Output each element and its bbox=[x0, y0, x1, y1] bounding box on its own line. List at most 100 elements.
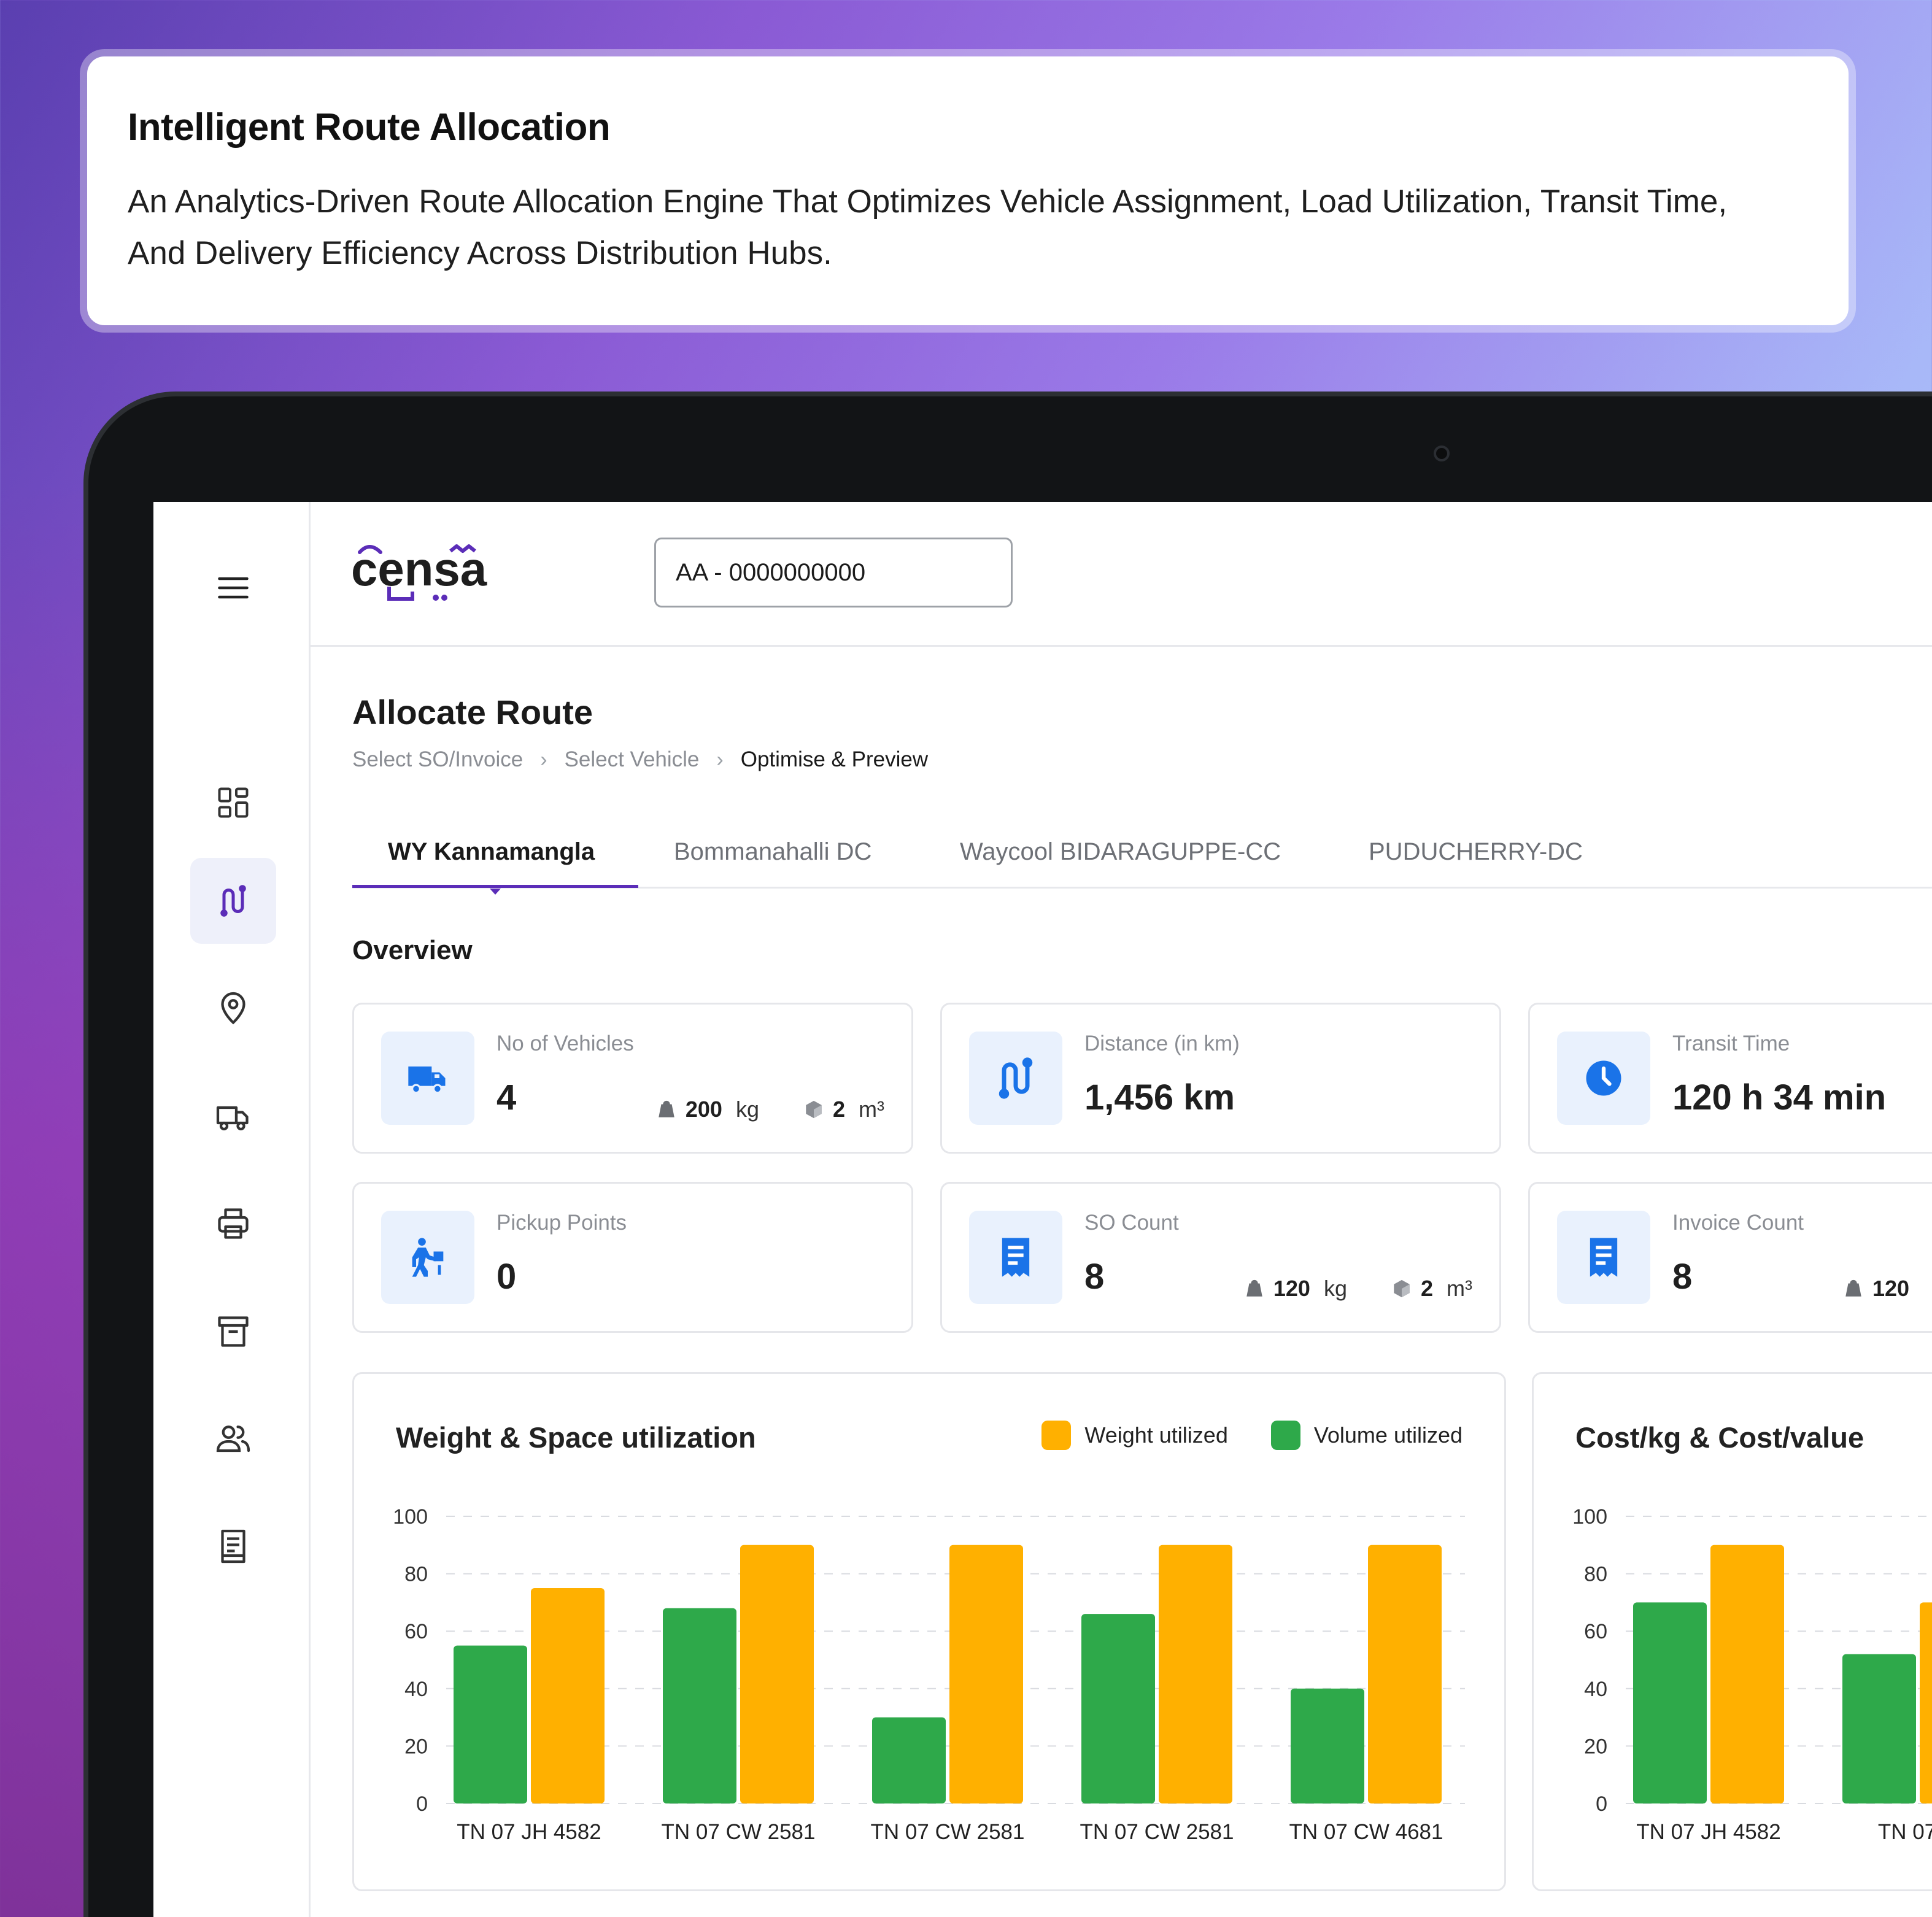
breadcrumb: Select SO/Invoice › Select Vehicle › Opt… bbox=[352, 747, 928, 772]
y-tick-label: 100 bbox=[393, 1505, 428, 1529]
y-tick-label: 80 bbox=[1584, 1563, 1607, 1586]
legend-label-volume: Volume utilized bbox=[1313, 1422, 1463, 1448]
stat-card-transit-time: Transit Time 120 h 34 min bbox=[1528, 1003, 1932, 1154]
legend-swatch-weight bbox=[1041, 1421, 1072, 1450]
truck-icon bbox=[381, 1032, 474, 1125]
tab-puducherry-dc[interactable]: PUDUCHERRY-DC bbox=[1369, 838, 1583, 865]
stat-card-distance: Distance (in km) 1,456 km bbox=[940, 1003, 1501, 1154]
stat-meta: 200 kg 2 m³ bbox=[656, 1097, 884, 1122]
printer-icon[interactable] bbox=[190, 1181, 276, 1267]
bar[interactable] bbox=[1368, 1545, 1442, 1803]
bar[interactable] bbox=[1291, 1688, 1364, 1803]
y-tick-label: 60 bbox=[404, 1620, 428, 1643]
tab-wy-kannamangla[interactable]: WY Kannamangla bbox=[388, 838, 595, 865]
bar[interactable] bbox=[1920, 1602, 1932, 1803]
bar-chart: 100 80 60 40 20 0 TN 07 JH 4582 TN 07 C bbox=[1572, 1505, 1932, 1844]
invoice-icon bbox=[1557, 1211, 1650, 1304]
tab-bommanahalli-dc[interactable]: Bommanahalli DC bbox=[674, 838, 872, 865]
location-pin-icon[interactable] bbox=[190, 966, 276, 1052]
hero-description: An Analytics-Driven Route Allocation Eng… bbox=[128, 183, 1728, 271]
bar[interactable] bbox=[1710, 1545, 1784, 1803]
stat-label: Transit Time bbox=[1672, 1032, 1790, 1055]
breadcrumb-step-select-vehicle[interactable]: Select Vehicle bbox=[564, 747, 700, 771]
users-icon[interactable] bbox=[190, 1395, 276, 1481]
main-content: Allocate Route Select SO/Invoice › Selec… bbox=[311, 647, 1932, 1917]
x-tick-label: TN 07 CW 2581 bbox=[662, 1820, 816, 1844]
volume-unit: m³ bbox=[859, 1097, 884, 1122]
breadcrumb-step-optimise: Optimise & Preview bbox=[740, 747, 929, 771]
stat-value: 4 bbox=[497, 1078, 517, 1117]
stat-meta: 120 bbox=[1843, 1276, 1909, 1302]
route-icon[interactable] bbox=[190, 858, 276, 944]
stat-value: 120 h 34 min bbox=[1672, 1078, 1887, 1117]
weight-icon bbox=[659, 1100, 674, 1117]
weight-icon bbox=[1246, 1279, 1262, 1297]
stat-meta: 120 kg 2 m³ bbox=[1244, 1276, 1472, 1302]
y-tick-label: 20 bbox=[1584, 1735, 1607, 1758]
stat-label: Pickup Points bbox=[497, 1211, 627, 1235]
dashboard-icon[interactable] bbox=[190, 760, 276, 846]
hub-tabs: WY Kannamangla Bommanahalli DC Waycool B… bbox=[352, 831, 1932, 895]
volume-value: 2 bbox=[1420, 1276, 1434, 1301]
topbar: censa bbox=[311, 502, 1932, 647]
stat-value: 1,456 km bbox=[1084, 1078, 1235, 1117]
menu-icon[interactable] bbox=[190, 545, 276, 631]
stat-card-so-count: SO Count 8 120 kg 2 m³ bbox=[940, 1182, 1501, 1333]
document-icon[interactable] bbox=[190, 1503, 276, 1589]
x-tick-label: TN 07 JH 4582 bbox=[1636, 1820, 1780, 1844]
bar[interactable] bbox=[1159, 1545, 1232, 1803]
bar[interactable] bbox=[740, 1545, 814, 1803]
app-screen: censa Allocate Route Select SO/Invoice ›… bbox=[153, 502, 1932, 1917]
stat-label: SO Count bbox=[1084, 1211, 1179, 1235]
legend-label-weight: Weight utilized bbox=[1084, 1422, 1228, 1448]
bar[interactable] bbox=[663, 1608, 736, 1803]
stat-label: No of Vehicles bbox=[497, 1032, 634, 1055]
stat-card-pickup-points: Pickup Points 0 bbox=[352, 1182, 913, 1333]
hero-title: Intelligent Route Allocation bbox=[128, 106, 611, 148]
truck-icon[interactable] bbox=[190, 1074, 276, 1160]
invoice-icon bbox=[969, 1211, 1062, 1304]
breadcrumb-step-select-so[interactable]: Select SO/Invoice bbox=[352, 747, 524, 771]
overview-title: Overview bbox=[352, 935, 473, 965]
clock-icon bbox=[1557, 1032, 1650, 1125]
stat-label: Distance (in km) bbox=[1084, 1032, 1240, 1055]
x-tick-label: TN 07 CW 4681 bbox=[1289, 1820, 1443, 1844]
volume-value: 2 bbox=[832, 1097, 846, 1122]
tab-waycool-bidaraguppe[interactable]: Waycool BIDARAGUPPE-CC bbox=[960, 838, 1281, 865]
stat-card-invoice-count: Invoice Count 8 120 bbox=[1528, 1182, 1932, 1333]
stat-label: Invoice Count bbox=[1672, 1211, 1804, 1235]
weight-unit: kg bbox=[735, 1097, 759, 1122]
y-tick-label: 40 bbox=[404, 1678, 428, 1701]
bar[interactable] bbox=[1842, 1654, 1916, 1803]
route-icon bbox=[969, 1032, 1062, 1125]
bar[interactable] bbox=[454, 1645, 527, 1803]
legend-item-weight[interactable]: Weight utilized bbox=[1041, 1421, 1228, 1450]
person-loading-icon bbox=[381, 1211, 474, 1304]
bar[interactable] bbox=[1081, 1614, 1155, 1803]
legend-item-volume[interactable]: Volume utilized bbox=[1270, 1421, 1463, 1450]
hero-card: Intelligent Route Allocation An Analytic… bbox=[87, 56, 1849, 325]
volume-unit: m³ bbox=[1447, 1276, 1472, 1301]
bar[interactable] bbox=[531, 1588, 605, 1803]
x-tick-label: TN 07 CW 2581 bbox=[1080, 1820, 1234, 1844]
bar[interactable] bbox=[1633, 1602, 1707, 1803]
bar[interactable] bbox=[872, 1717, 946, 1803]
weight-value: 200 bbox=[685, 1097, 722, 1122]
censa-logo[interactable]: censa bbox=[351, 539, 498, 606]
cost-chart-card: Cost/kg & Cost/value 100 80 60 40 20 0 TN 07 J… bbox=[1532, 1372, 1932, 1891]
search-input[interactable] bbox=[654, 538, 1013, 608]
bar-chart: 100 80 60 40 20 0 TN 07 JH 4582 TN 07 CW 2581 TN… bbox=[393, 1505, 1465, 1844]
weight-value: 120 bbox=[1872, 1276, 1910, 1301]
camera-icon bbox=[1434, 446, 1450, 461]
active-tab-indicator bbox=[352, 885, 638, 888]
y-tick-label: 0 bbox=[1596, 1792, 1607, 1816]
sidebar bbox=[153, 502, 311, 1917]
legend-swatch-volume bbox=[1270, 1421, 1300, 1450]
page-title: Allocate Route bbox=[352, 693, 593, 731]
y-tick-label: 100 bbox=[1572, 1505, 1607, 1529]
weight-icon bbox=[1845, 1279, 1861, 1297]
chart-title: Weight & Space utilization bbox=[396, 1421, 756, 1454]
weight-space-chart-card: Weight & Space utilization Weight utiliz… bbox=[352, 1372, 1506, 1891]
archive-icon[interactable] bbox=[190, 1289, 276, 1375]
bar[interactable] bbox=[949, 1545, 1023, 1803]
